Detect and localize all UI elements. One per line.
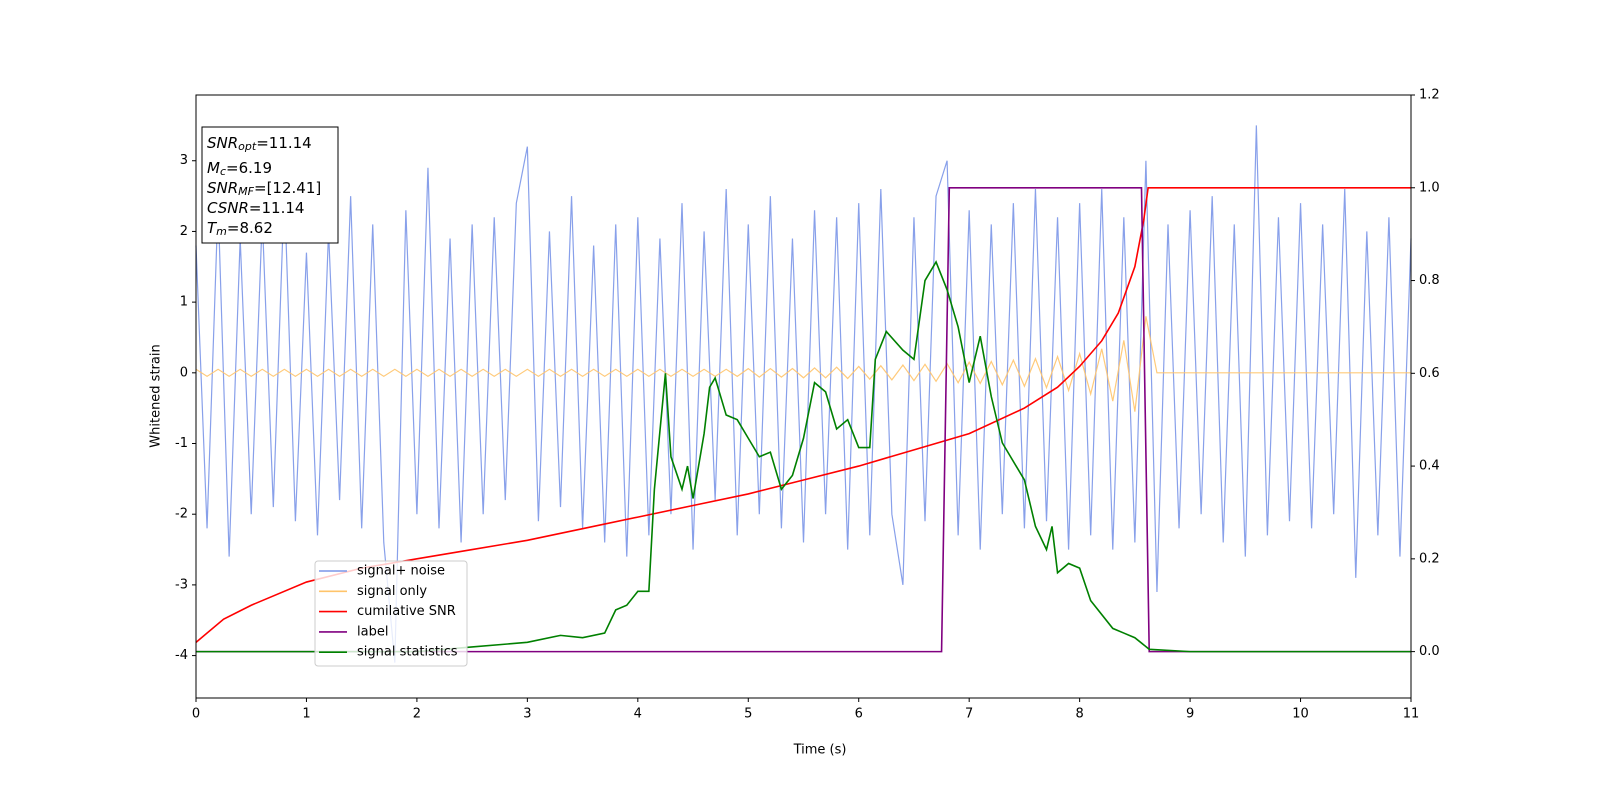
y-tick-label: 2 <box>180 224 188 239</box>
annotation-subscript: MF <box>238 185 254 198</box>
annotation-subscript: opt <box>238 140 257 153</box>
y2-tick-label: 1.0 <box>1419 180 1440 195</box>
series-line <box>195 125 1412 663</box>
y-tick-label: 1 <box>180 295 188 310</box>
annotation-value: =6.19 <box>226 159 272 177</box>
y2-tick-label: 0.6 <box>1419 366 1440 381</box>
annotation-frame <box>201 126 339 244</box>
y-tick-label: -2 <box>175 507 188 522</box>
annotation-text: Mc=6.19 <box>207 159 272 179</box>
plot-frame <box>195 94 1412 699</box>
annotation-subscript: c <box>220 165 226 178</box>
legend-label: label <box>357 624 388 639</box>
legend-frame <box>314 560 468 667</box>
legend-label: cumilative SNR <box>357 604 456 619</box>
annotation-name: SNR <box>207 134 238 152</box>
annotation-text: SNRopt=11.14 <box>207 134 312 154</box>
annotation-value: =8.62 <box>227 219 273 237</box>
x-tick-label: 8 <box>1075 707 1083 722</box>
x-tick-label: 10 <box>1292 707 1309 722</box>
annotation-text: SNRMF=[12.41] <box>207 179 321 199</box>
x-tick-label: 11 <box>1403 707 1420 722</box>
y2-tick-label: 0.2 <box>1419 551 1440 566</box>
x-tick-label: 7 <box>965 707 973 722</box>
annotation-text: Tm=8.62 <box>207 219 273 239</box>
annotation-name: M <box>207 159 220 177</box>
y-tick-label: 3 <box>180 153 188 168</box>
legend: signal+ noise signal only cumilative SNR la… <box>314 560 468 667</box>
y2-tick-label: 0.8 <box>1419 273 1440 288</box>
annotation-text: CSNR=11.14 <box>207 199 304 217</box>
x-tick-label: 1 <box>302 707 310 722</box>
annotation-name: SNR <box>207 179 238 197</box>
series-line <box>196 260 1411 653</box>
y2-tick-label: 0.0 <box>1419 644 1440 659</box>
x-tick-label: 2 <box>413 707 421 722</box>
y-tick-label: 0 <box>180 365 188 380</box>
y-tick-label: -4 <box>175 648 188 663</box>
annotation-name: CSNR <box>207 199 249 217</box>
legend-label: signal statistics <box>357 645 458 660</box>
x-tick-label: 3 <box>523 707 531 722</box>
series-line <box>195 316 1411 412</box>
legend-label: signal+ noise <box>357 564 445 579</box>
annotation-subscript: m <box>216 225 227 238</box>
x-tick-label: 5 <box>744 707 752 722</box>
y-axis-label: Whitened strain <box>149 344 164 447</box>
y2-tick-label: 1.2 <box>1419 88 1440 103</box>
y-tick-label: -3 <box>175 577 188 592</box>
x-tick-label: 0 <box>192 707 200 722</box>
annotation-value: =11.14 <box>249 199 305 217</box>
x-tick-label: 6 <box>855 707 863 722</box>
annotation-box: SNRopt=11.14Mc=6.19SNRMF=[12.41]CSNR=11.… <box>201 126 339 244</box>
x-tick-label: 4 <box>634 707 642 722</box>
x-axis-label: Time (s) <box>793 743 847 758</box>
legend-label: signal only <box>357 584 427 599</box>
annotation-name: T <box>207 219 218 237</box>
y-tick-label: -1 <box>175 436 188 451</box>
x-tick-label: 9 <box>1186 707 1194 722</box>
annotation-value: =[12.41] <box>254 179 321 197</box>
y2-tick-label: 0.4 <box>1419 459 1440 474</box>
annotation-value: =11.14 <box>256 134 312 152</box>
